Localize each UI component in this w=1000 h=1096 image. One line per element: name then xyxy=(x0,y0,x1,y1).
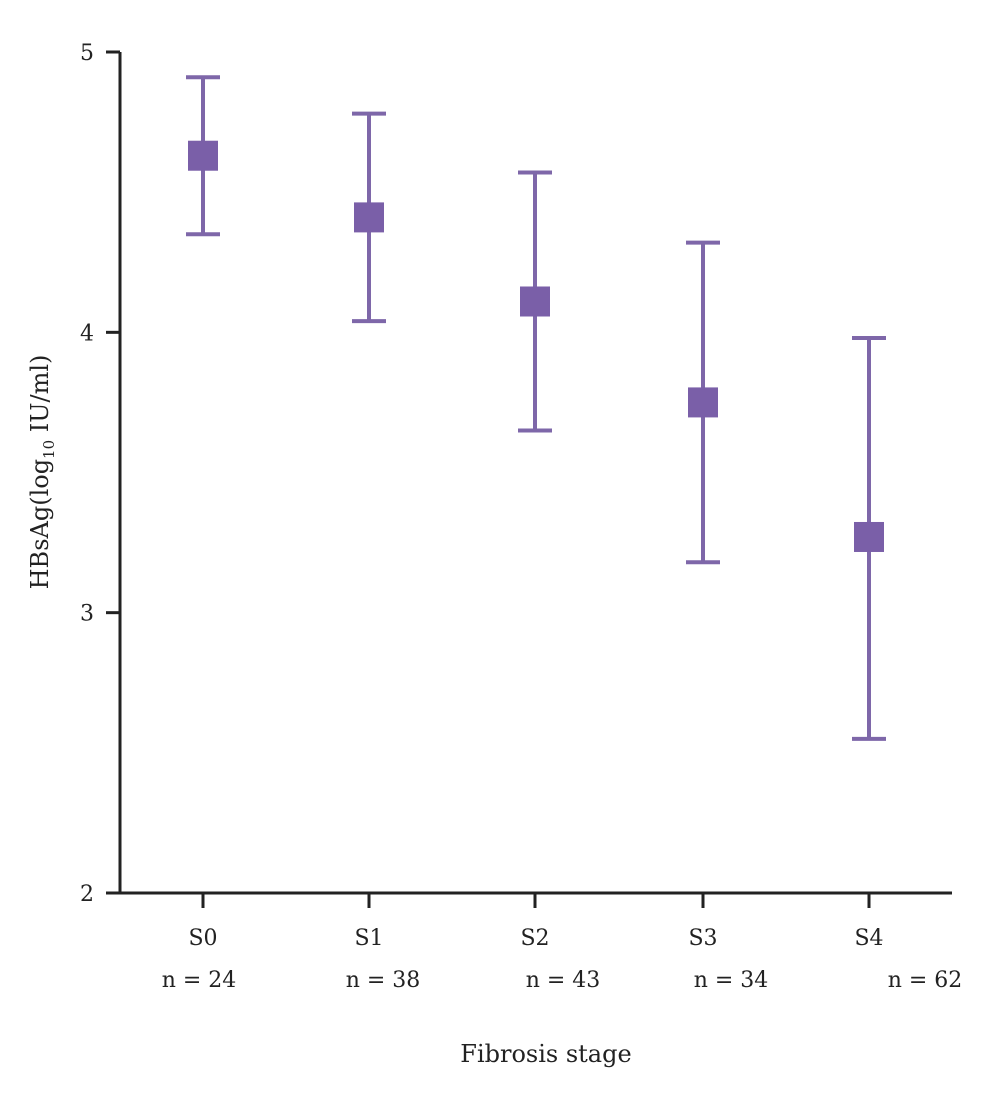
x-axis-title: Fibrosis stage xyxy=(460,1040,631,1068)
y-tick-label: 4 xyxy=(80,321,94,346)
data-point-marker xyxy=(854,521,884,552)
sample-size-label: n = 34 xyxy=(694,968,769,993)
x-tick-label: S2 xyxy=(520,926,549,951)
y-tick-label: 2 xyxy=(80,882,94,907)
y-axis-title: HBsAg(log10 IU/ml) xyxy=(26,355,58,590)
sample-size-label: n = 38 xyxy=(346,968,421,993)
data-point-marker xyxy=(188,140,218,171)
data-series xyxy=(186,75,886,741)
data-point-marker xyxy=(520,286,550,317)
data-point-group xyxy=(518,170,552,433)
x-tick-label: S3 xyxy=(688,926,717,951)
y-axis-title-main: HBsAg(log xyxy=(26,459,54,589)
y-axis-title-end: IU/ml) xyxy=(26,355,54,440)
y-tick-label: 5 xyxy=(80,41,94,66)
data-point-group xyxy=(186,75,220,237)
sample-size-label: n = 24 xyxy=(162,968,237,993)
data-point-group xyxy=(352,111,386,324)
y-axis-title-subscript: 10 xyxy=(40,440,58,459)
y-tick-label: 3 xyxy=(80,602,94,627)
sample-size-label: n = 62 xyxy=(888,968,963,993)
data-point-group xyxy=(686,240,720,565)
data-point-group xyxy=(852,335,886,741)
x-axis-labels: S0 n = 24 S1 n = 38 S2 n = 43 S3 n = 34 S4n = 62 xyxy=(162,893,963,993)
data-point-marker xyxy=(688,387,718,418)
x-tick-label: S1 xyxy=(354,926,383,951)
y-axis-ticks: 2 3 4 5 xyxy=(80,41,120,907)
x-tick-label: S0 xyxy=(188,926,217,951)
data-point-marker xyxy=(354,202,384,233)
sample-size-label: n = 43 xyxy=(526,968,601,993)
x-tick-label: S4 xyxy=(854,926,883,951)
